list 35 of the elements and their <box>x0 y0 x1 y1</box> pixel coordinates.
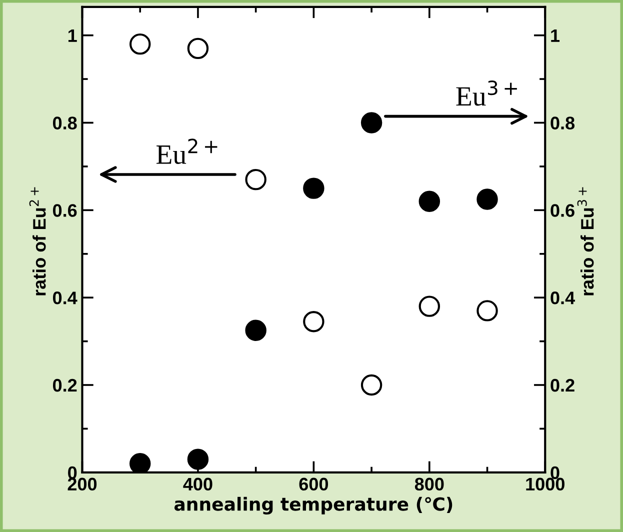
point <box>129 33 151 55</box>
y2-tick-label: 0.4 <box>550 292 575 304</box>
annotation: Eu$^{2+}$ <box>156 138 218 164</box>
annotation: Eu$^{3+}$ <box>456 80 517 106</box>
x-tick-label: 800 <box>414 478 444 491</box>
y-tick-label: 0.4 <box>52 292 78 304</box>
y-tick-label: 0.6 <box>52 204 77 217</box>
point <box>418 296 440 317</box>
point <box>418 190 440 212</box>
point <box>476 188 498 210</box>
point <box>187 38 209 60</box>
y-axis-title: ratio of Eu$^{2+}$ <box>29 187 46 296</box>
point <box>303 178 324 199</box>
y2-tick-label: 0.6 <box>550 204 574 217</box>
point <box>303 311 324 332</box>
point <box>187 448 209 470</box>
y2-tick-label: 0 <box>550 466 560 480</box>
point <box>129 453 151 472</box>
y2-tick-label: 1 <box>551 29 560 42</box>
point <box>360 112 382 134</box>
x-axis-title: annealing temperature (℃) <box>174 496 452 514</box>
x-tick-label: 400 <box>183 478 212 491</box>
point <box>360 374 382 396</box>
y2-tick-label: 0.8 <box>550 116 575 130</box>
point <box>245 320 266 341</box>
y-tick-label: 0.2 <box>52 378 77 392</box>
y2-axis-title: ratio of Eu$^{3+}$ <box>577 187 594 296</box>
y-tick-label: 0.8 <box>52 116 77 130</box>
point <box>245 168 266 190</box>
point <box>476 300 498 322</box>
x-tick-label: 600 <box>299 478 328 491</box>
y2-tick-label: 0.2 <box>550 378 574 392</box>
y-tick-label: 1 <box>68 29 77 42</box>
x-tick-label: 200 <box>68 478 97 491</box>
x-tick-label: 1000 <box>526 478 564 491</box>
